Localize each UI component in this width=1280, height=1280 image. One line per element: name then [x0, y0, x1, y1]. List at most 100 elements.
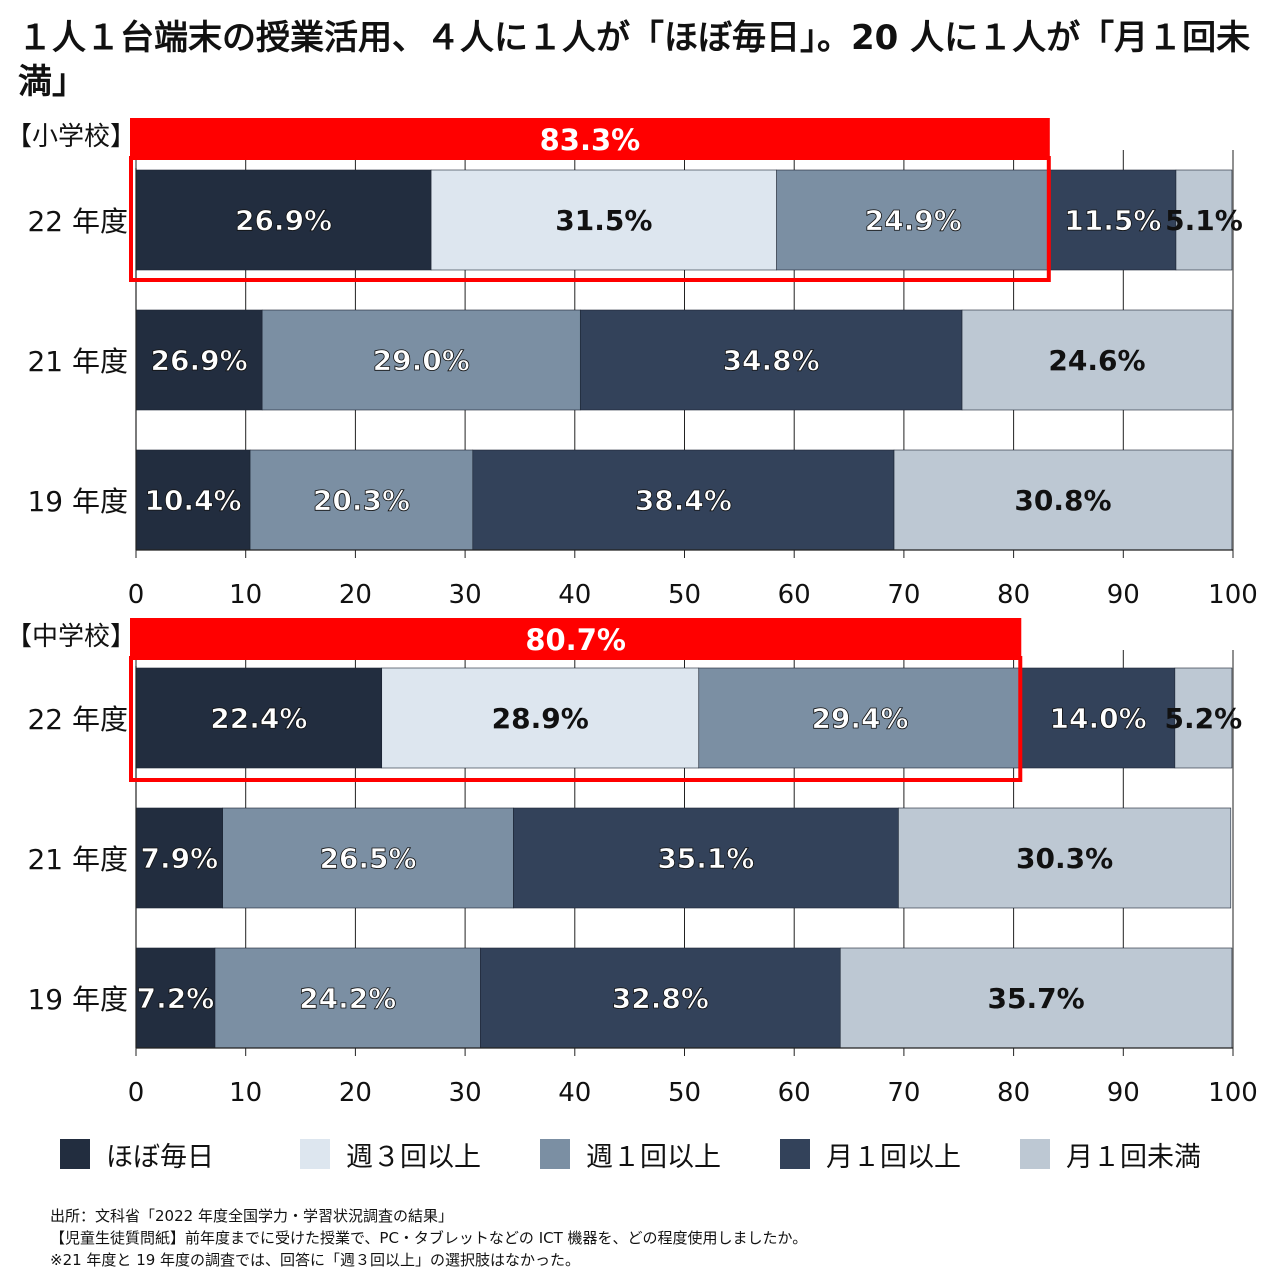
legend-label: 週３回以上 [346, 1141, 481, 1173]
legend-swatch [540, 1139, 570, 1169]
tick-label: 10 [229, 1078, 262, 1108]
data-label: 26.9% [151, 344, 248, 377]
bar-segment [135, 947, 216, 1049]
data-label: 10.4% [144, 484, 241, 517]
data-label: 29.4% [811, 702, 908, 735]
highlight-outline [129, 656, 1023, 782]
tick-label: 60 [778, 580, 811, 610]
tick-label: 70 [887, 1078, 920, 1108]
bar-segment [135, 449, 251, 551]
data-label: 24.2% [299, 982, 396, 1015]
bar-segment [698, 667, 1022, 769]
highlight-outline [129, 156, 1051, 282]
bar-segment [381, 667, 700, 769]
tick-label: 90 [1107, 580, 1140, 610]
panel-label: 【中学校】 [6, 622, 136, 652]
legend-item-less-than-monthly: 月１回未満 [1020, 1135, 1260, 1174]
bar-segment [776, 169, 1051, 271]
legend-label: 週１回以上 [586, 1141, 721, 1173]
bar-segment [898, 807, 1232, 909]
bar-segment [480, 947, 841, 1049]
data-label: 24.9% [865, 204, 962, 237]
category-label: 21 年度 [27, 843, 128, 876]
category-label: 22 年度 [27, 205, 128, 238]
data-label: 31.5% [555, 204, 652, 237]
tick-label: 100 [1208, 1078, 1258, 1108]
tick-label: 0 [128, 1078, 145, 1108]
legend: ほぼ毎日 週３回以上 週１回以上 月１回以上 月１回未満 [60, 1134, 1260, 1174]
legend-item-3-per-week: 週３回以上 [300, 1135, 540, 1174]
source-note: 出所：文科省「2022 年度全国学力・学習状況調査の結果」 [50, 1207, 453, 1225]
bar-segment [513, 807, 899, 909]
data-label: 7.9% [141, 842, 219, 875]
bar-segment [249, 449, 474, 551]
chart-title: １人１台端末の授業活用、４人に１人が「ほぼ毎日」。20 人に１人が「月１回未満」 [18, 18, 1251, 102]
legend-item-almost-daily: ほぼ毎日 [60, 1135, 300, 1174]
tick-label: 80 [997, 1078, 1030, 1108]
tick-label: 10 [229, 580, 262, 610]
data-label: 30.8% [1014, 484, 1111, 517]
tick-label: 80 [997, 580, 1030, 610]
highlight-band [130, 618, 1022, 658]
footer-notes: 出所：文科省「2022 年度全国学力・学習状況調査の結果」 【児童生徒質問紙】前… [50, 1205, 1270, 1271]
tick-label: 30 [449, 1078, 482, 1108]
bar-segment [1174, 667, 1233, 769]
bar-segment [135, 169, 432, 271]
data-label: 14.0% [1049, 702, 1146, 735]
bar-segment [1020, 667, 1176, 769]
tick-label: 100 [1208, 580, 1258, 610]
data-label: 7.2% [137, 982, 215, 1015]
tick-label: 90 [1107, 1078, 1140, 1108]
legend-swatch [1020, 1139, 1050, 1169]
legend-label: 月１回以上 [826, 1141, 961, 1173]
bar-segment [135, 807, 223, 909]
data-label: 32.8% [612, 982, 709, 1015]
bar-segment [1049, 169, 1177, 271]
data-label: 26.9% [235, 204, 332, 237]
highlight-label: 83.3% [540, 123, 641, 157]
legend-label: ほぼ毎日 [106, 1141, 214, 1173]
data-label: 26.5% [319, 842, 416, 875]
data-label: 28.9% [492, 702, 589, 735]
category-label: 22 年度 [27, 703, 128, 736]
tick-label: 40 [558, 580, 591, 610]
legend-swatch [780, 1139, 810, 1169]
bar-segment [261, 309, 581, 411]
tick-label: 50 [668, 580, 701, 610]
bar-segment [839, 947, 1233, 1049]
tick-label: 70 [887, 580, 920, 610]
category-label: 21 年度 [27, 345, 128, 378]
bar-segment [430, 169, 777, 271]
question-note: 【児童生徒質問紙】前年度までに受けた授業で、PC・タブレットなどの ICT 機器… [50, 1229, 808, 1247]
bar-segment [135, 309, 263, 411]
data-label: 22.4% [210, 702, 307, 735]
data-label: 20.3% [313, 484, 410, 517]
tick-label: 20 [339, 580, 372, 610]
bar-segment [135, 667, 383, 769]
data-label: 5.2% [1165, 702, 1243, 735]
data-label: 5.1% [1165, 204, 1243, 237]
chart-panel-2: 22.4% 28.9% 29.4% 14.0% 5.2% 22 年度 7.9% 26.5% 35… [0, 614, 1258, 1108]
tick-label: 60 [778, 1078, 811, 1108]
data-label: 29.0% [373, 344, 470, 377]
data-label: 24.6% [1048, 344, 1145, 377]
tick-label: 50 [668, 1078, 701, 1108]
data-label: 30.3% [1016, 842, 1113, 875]
panel-label: 【小学校】 [6, 122, 136, 152]
tick-label: 0 [128, 580, 145, 610]
tick-label: 40 [558, 1078, 591, 1108]
legend-item-1-per-month: 月１回以上 [780, 1135, 1020, 1174]
data-label: 38.4% [635, 484, 732, 517]
legend-label: 月１回未満 [1066, 1141, 1201, 1173]
highlight-label: 80.7% [525, 623, 626, 657]
bar-segment [222, 807, 514, 909]
panel-label-bg [0, 114, 128, 156]
bar-segment [214, 947, 481, 1049]
category-label: 19 年度 [27, 485, 128, 518]
bar-segment [961, 309, 1233, 411]
data-label: 35.1% [657, 842, 754, 875]
bar-segment [472, 449, 895, 551]
chart-panel-1: 26.9% 31.5% 24.9% 11.5% 5.1% 22 年度 26.9% 29.0% 3… [0, 114, 1258, 610]
tick-label: 30 [449, 580, 482, 610]
